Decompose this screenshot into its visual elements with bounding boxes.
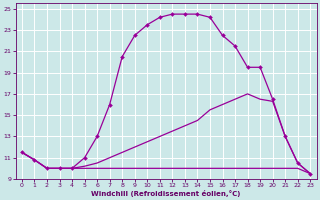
X-axis label: Windchill (Refroidissement éolien,°C): Windchill (Refroidissement éolien,°C) [92,190,241,197]
